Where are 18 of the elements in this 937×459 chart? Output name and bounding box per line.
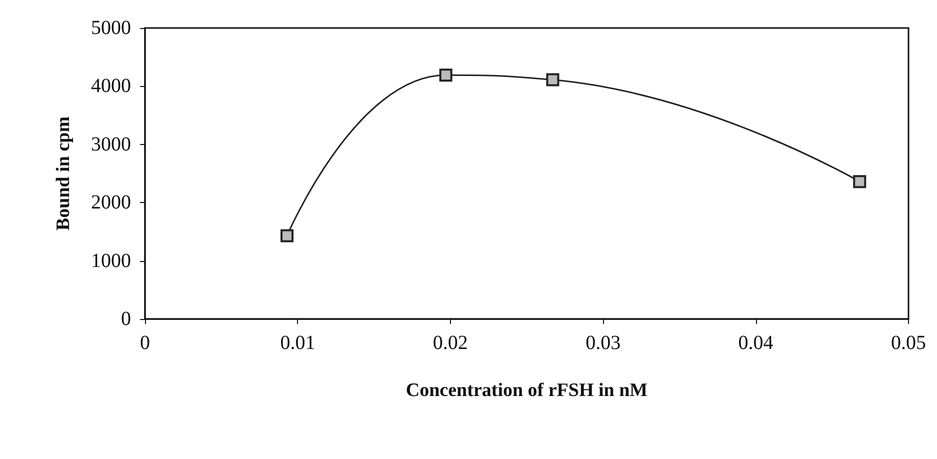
y-axis-title: Bound in cpm — [53, 116, 74, 231]
x-tick-label: 0.04 — [738, 332, 774, 354]
point — [853, 175, 866, 188]
point — [280, 229, 294, 242]
x-tick-label: 0.01 — [280, 332, 316, 354]
y-tick-label: 4000 — [91, 75, 131, 98]
y-tick-label: 2000 — [91, 192, 131, 214]
x-tick-label: 0.02 — [432, 332, 468, 354]
x-tick-label: 0.05 — [891, 332, 926, 354]
y-tick-label: 0 — [121, 308, 131, 330]
y-tick-label: 5000 — [91, 17, 131, 39]
point — [546, 73, 560, 86]
x-axis-title: Concentration of rFSH in nM — [406, 380, 648, 401]
point — [439, 68, 452, 82]
y-tick-label: 1000 — [91, 250, 131, 272]
y-tick-label: 3000 — [91, 133, 131, 156]
x-tick-label: 0 — [140, 332, 150, 354]
x-tick-label: 0.03 — [586, 332, 621, 354]
